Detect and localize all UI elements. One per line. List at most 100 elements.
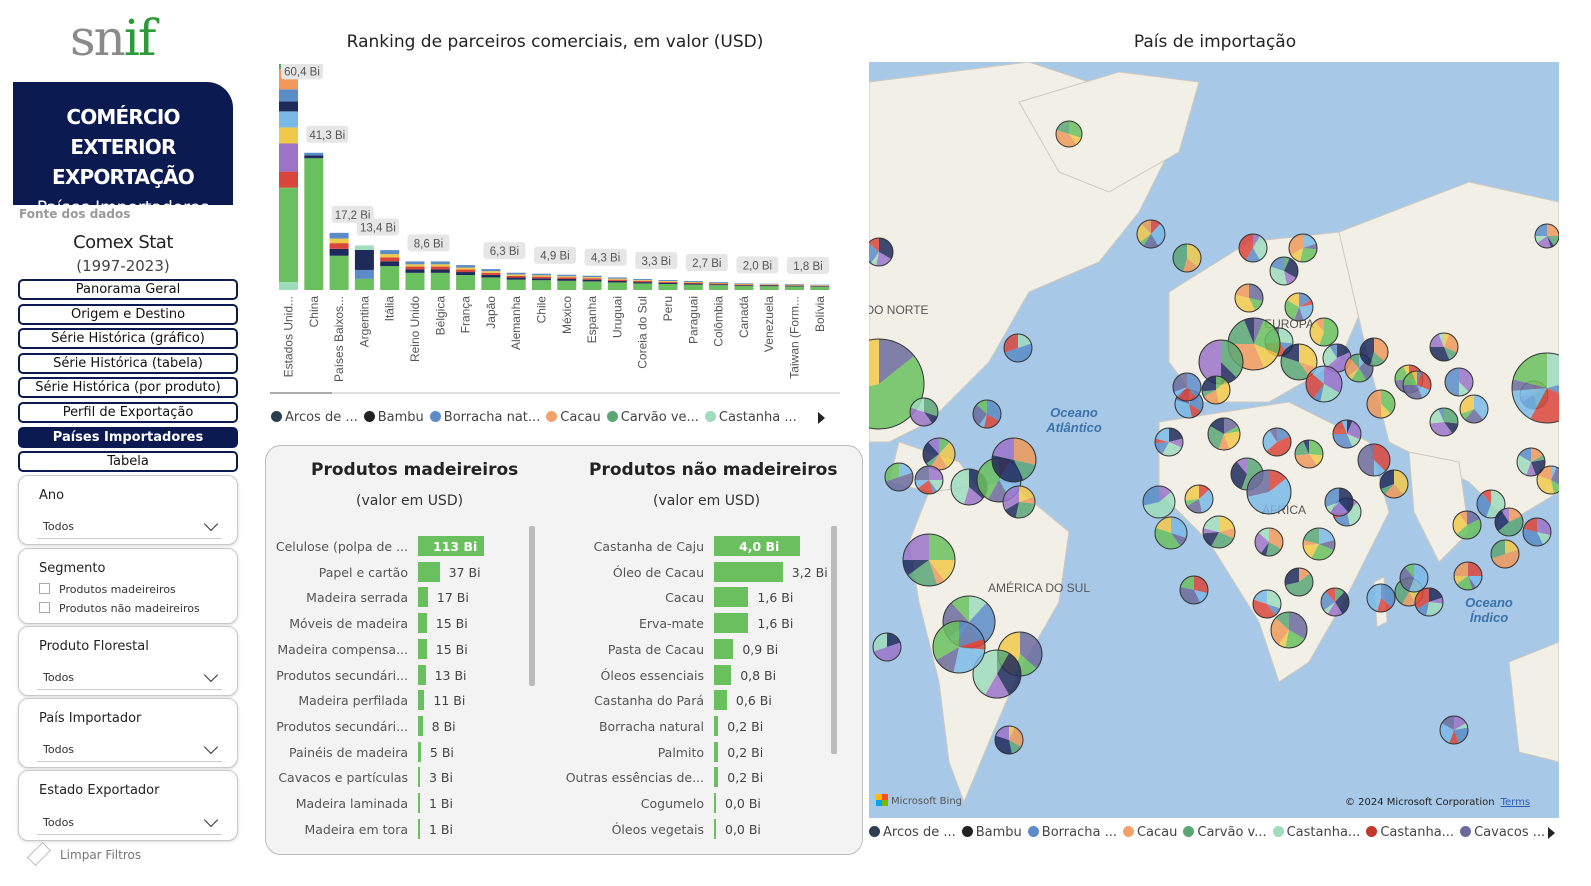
product-row[interactable]: Papel e cartão 37 Bi <box>266 561 856 582</box>
bar-segment[interactable] <box>430 272 450 290</box>
product-row[interactable]: Celulose (polpa de ... 113 Bi <box>266 536 856 556</box>
chart-scroll-thumb[interactable] <box>270 392 332 394</box>
bar-segment[interactable] <box>430 266 450 270</box>
country-pie-marker[interactable] <box>1269 256 1299 286</box>
country-pie-marker[interactable] <box>884 462 914 492</box>
bar-segment[interactable] <box>734 286 754 290</box>
bar-segment[interactable] <box>810 286 830 287</box>
country-pie-marker[interactable] <box>1359 337 1389 367</box>
country-pie-marker[interactable] <box>1202 515 1236 549</box>
bar-segment[interactable] <box>532 276 551 279</box>
bar-segment[interactable] <box>734 283 754 285</box>
chart-legend-item[interactable]: Carvão ve... <box>606 410 699 425</box>
country-pie-marker[interactable] <box>1254 527 1284 557</box>
bar-segment[interactable] <box>683 281 703 282</box>
bar-segment[interactable] <box>785 285 804 286</box>
bar-segment[interactable] <box>532 278 551 281</box>
bar-segment[interactable] <box>633 283 653 290</box>
bar-segment[interactable] <box>607 282 627 290</box>
bar-segment[interactable] <box>506 279 526 290</box>
country-pie-marker[interactable] <box>909 397 939 427</box>
bar-segment[interactable] <box>709 284 729 286</box>
nav-button-2[interactable]: Série Histórica (gráfico) <box>18 328 238 350</box>
product-row[interactable]: Castanha do Pará 0,6 Bi <box>266 690 856 711</box>
bar-segment[interactable] <box>279 171 298 188</box>
country-pie-marker[interactable] <box>922 437 956 471</box>
bar-segment[interactable] <box>582 281 602 290</box>
product-row[interactable]: Óleos essenciais 0,8 Bi <box>266 664 856 685</box>
chart-legend-item[interactable]: Borracha nat... <box>429 410 540 425</box>
bar-segment[interactable] <box>456 272 476 276</box>
bar-segment[interactable] <box>456 275 476 290</box>
bar-segment[interactable] <box>785 284 804 285</box>
map-legend-item[interactable]: Cavacos ... <box>1460 825 1545 840</box>
country-pie-marker[interactable] <box>869 237 894 267</box>
filter-estado-dropdown[interactable]: Todos <box>37 809 222 835</box>
bar-segment[interactable] <box>709 285 729 290</box>
bar-segment[interactable] <box>456 269 476 273</box>
bar-segment[interactable] <box>734 284 754 286</box>
country-pie-marker[interactable] <box>1284 292 1314 322</box>
bar-segment[interactable] <box>405 264 425 267</box>
madeireiros-scrollbar[interactable] <box>529 526 535 686</box>
bar-segment[interactable] <box>380 254 400 258</box>
country-pie-marker[interactable] <box>991 437 1037 483</box>
bar-segment[interactable] <box>557 277 577 279</box>
product-row[interactable]: Outras essências de... 0,2 Bi <box>266 767 856 788</box>
country-pie-marker[interactable] <box>1429 407 1459 437</box>
bar-segment[interactable] <box>810 284 830 286</box>
bar-segment[interactable] <box>810 285 830 287</box>
product-row[interactable]: Madeira em tora 1 Bi <box>266 818 856 839</box>
product-row[interactable]: Madeira serrada 17 Bi <box>266 587 856 608</box>
bar-segment[interactable] <box>709 283 729 285</box>
country-pie-marker[interactable] <box>872 632 902 662</box>
bar-segment[interactable] <box>810 285 830 286</box>
product-row[interactable]: Madeira compensa... 15 Bi <box>266 638 856 659</box>
country-pie-marker[interactable] <box>1459 394 1489 424</box>
country-pie-marker[interactable] <box>1402 370 1432 400</box>
country-pie-marker[interactable] <box>1280 343 1318 381</box>
bar-segment[interactable] <box>557 278 577 281</box>
bar-segment[interactable] <box>456 265 476 268</box>
country-pie-marker[interactable] <box>994 725 1024 755</box>
bar-segment[interactable] <box>430 269 450 273</box>
bar-segment[interactable] <box>481 269 501 272</box>
country-pie-marker[interactable] <box>1536 465 1559 495</box>
country-pie-marker[interactable] <box>1154 516 1188 550</box>
bar-segment[interactable] <box>582 278 602 280</box>
bar-segment[interactable] <box>683 282 703 284</box>
world-map[interactable]: Oceano Atlântico Oceano Índico AMÉRICA DO SU… <box>869 62 1559 818</box>
bar-segment[interactable] <box>430 264 450 267</box>
bar-segment[interactable] <box>633 282 653 284</box>
bar-segment[interactable] <box>759 283 779 285</box>
bar-segment[interactable] <box>279 187 298 282</box>
product-row[interactable]: Madeira laminada 1 Bi <box>266 793 856 813</box>
bar-segment[interactable] <box>380 261 400 267</box>
country-pie-marker[interactable] <box>1002 485 1036 519</box>
bar-segment[interactable] <box>683 284 703 290</box>
nav-button-4[interactable]: Série Histórica (por produto) <box>18 377 238 399</box>
country-pie-marker[interactable] <box>1184 484 1214 514</box>
product-row[interactable]: Cacau 1,6 Bi <box>266 587 856 608</box>
product-row[interactable]: Erva-mate 1,6 Bi <box>266 613 856 634</box>
bar-segment[interactable] <box>279 101 298 112</box>
bar-segment[interactable] <box>557 276 577 278</box>
bar-segment[interactable] <box>734 285 754 287</box>
country-pie-marker[interactable] <box>1379 469 1409 499</box>
country-pie-marker[interactable] <box>1429 332 1459 362</box>
nav-button-5[interactable]: Perfil de Exportação <box>18 402 238 423</box>
country-pie-marker[interactable] <box>1452 510 1482 540</box>
chart-legend-item[interactable]: Bambu <box>363 410 424 425</box>
bar-segment[interactable] <box>354 269 374 279</box>
country-pie-marker[interactable] <box>902 533 956 587</box>
bar-segment[interactable] <box>683 281 703 283</box>
bar-segment[interactable] <box>405 266 425 270</box>
map-legend-item[interactable]: Borracha ... <box>1027 825 1117 840</box>
bar-segment[interactable] <box>380 266 400 290</box>
country-pie-marker[interactable] <box>1270 611 1308 649</box>
chart-legend-item[interactable]: Cacau <box>546 410 601 425</box>
bar-segment[interactable] <box>633 280 653 282</box>
product-row[interactable]: Cavacos e partículas 3 Bi <box>266 767 856 788</box>
country-pie-marker[interactable] <box>1324 487 1354 517</box>
bar-segment[interactable] <box>279 143 298 172</box>
